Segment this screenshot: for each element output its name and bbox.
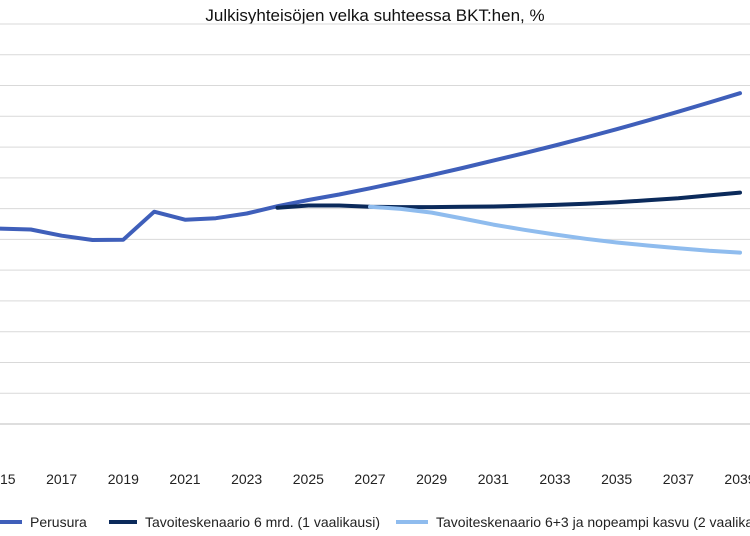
data-point <box>491 204 495 209</box>
gridlines <box>0 23 750 425</box>
legend-label: Tavoiteskenaario 6+3 ja nopeampi kasvu (… <box>436 514 750 530</box>
legend: Perusura Tavoiteskenaario 6 mrd. (1 vaali… <box>0 514 750 530</box>
x-tick-label: 2031 <box>478 471 509 487</box>
data-point <box>460 216 465 221</box>
data-point <box>214 216 218 220</box>
data-point <box>430 211 434 215</box>
x-tick-label: 2023 <box>231 471 262 487</box>
data-point <box>553 232 557 237</box>
data-point <box>584 202 588 206</box>
data-point <box>90 238 95 242</box>
data-point <box>306 198 310 202</box>
data-point <box>522 151 526 155</box>
data-point <box>460 166 465 170</box>
x-tick-label: 2017 <box>46 471 77 487</box>
x-tick-label: 2021 <box>169 471 200 487</box>
chart-title: Julkisyhteisöjen velka suhteessa BKT:hen… <box>205 6 544 25</box>
legend-item: Perusura <box>0 514 87 530</box>
data-point <box>368 205 372 209</box>
data-point <box>707 193 711 197</box>
data-point <box>738 91 742 95</box>
legend-label: Perusura <box>30 514 87 530</box>
data-point <box>0 227 2 231</box>
x-tick-label: 2015 <box>0 471 16 487</box>
data-point <box>245 211 249 216</box>
data-point <box>460 205 465 209</box>
data-point <box>615 200 619 204</box>
x-tick-label: 2025 <box>293 471 324 487</box>
x-axis-tick-labels: 2015 2017 2019 2021 2023 2025 2027 2029 2031 2033… <box>0 471 750 487</box>
data-point <box>275 206 280 210</box>
series-lines <box>0 91 742 255</box>
data-point <box>676 110 680 114</box>
data-point <box>152 210 156 214</box>
data-point <box>522 228 526 232</box>
x-tick-label: 2035 <box>601 471 632 487</box>
data-point <box>306 203 310 208</box>
data-point <box>337 192 341 197</box>
series-1 <box>0 91 742 242</box>
data-point <box>676 196 680 200</box>
data-point <box>29 227 33 232</box>
data-point <box>738 191 742 195</box>
x-tick-label: 2019 <box>108 471 139 487</box>
x-tick-label: 2037 <box>663 471 694 487</box>
legend-item: Tavoiteskenaario 6+3 ja nopeampi kasvu (… <box>396 514 750 530</box>
data-point <box>430 205 434 209</box>
data-point <box>707 249 711 253</box>
data-point <box>676 246 680 250</box>
x-tick-label: 2027 <box>354 471 385 487</box>
series-line <box>0 91 742 242</box>
data-point <box>430 173 434 177</box>
data-point <box>60 234 64 238</box>
data-point <box>121 238 125 242</box>
data-point <box>368 186 372 190</box>
legend-label: Tavoiteskenaario 6 mrd. (1 vaalikausi) <box>145 514 380 530</box>
x-tick-label: 2029 <box>416 471 447 487</box>
x-tick-label: 2033 <box>539 471 570 487</box>
data-point <box>738 251 742 255</box>
data-point <box>584 135 588 140</box>
data-point <box>707 100 711 105</box>
data-point <box>645 119 650 123</box>
data-point <box>615 127 619 131</box>
series-line <box>275 190 742 210</box>
data-point <box>645 198 650 202</box>
data-point <box>522 204 526 208</box>
data-point <box>337 203 341 208</box>
data-point <box>491 223 495 227</box>
data-point <box>491 159 495 163</box>
series-2 <box>275 190 742 210</box>
series-line <box>368 204 742 255</box>
data-point <box>553 203 557 207</box>
legend-item: Tavoiteskenaario 6 mrd. (1 vaalikausi) <box>109 514 380 530</box>
x-tick-label: 2039 <box>724 471 750 487</box>
data-point <box>399 180 403 184</box>
data-point <box>553 143 557 148</box>
data-point <box>183 218 187 222</box>
data-point <box>584 237 588 241</box>
series-3 <box>368 204 742 255</box>
data-point <box>645 243 650 248</box>
data-point <box>399 207 403 211</box>
data-point <box>615 240 619 245</box>
